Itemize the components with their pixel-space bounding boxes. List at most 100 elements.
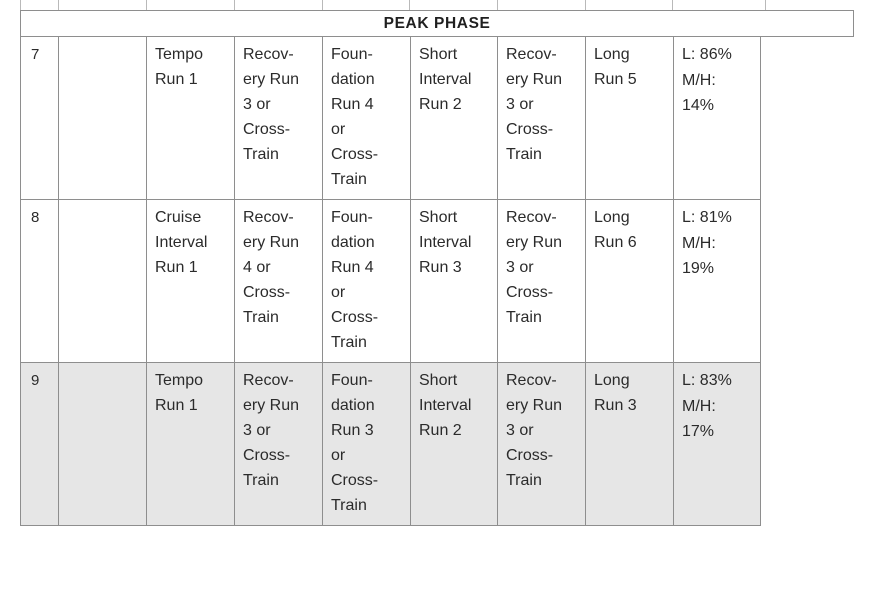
intensity-text: M/H: [682,235,716,252]
workout-text: dation [331,397,375,414]
workout-text: Recov- [506,209,557,226]
workout-text: Train [243,472,279,489]
workout-text: Cross- [243,284,291,301]
workout-text: or [331,447,346,464]
day-cell: Recov-ery Run 3 or Cross- Train [234,362,323,526]
day-cell: Long Run 6 [585,199,674,363]
workout-text: Train [506,146,542,163]
workout-text: Train [243,146,279,163]
workout-text: ery Run [243,71,300,88]
week-number: 9 [20,362,59,526]
workout-text: Train [243,309,279,326]
workout-text: Interval [419,71,472,88]
workout-text: ery Run [243,234,300,251]
previous-row-borders [20,0,766,10]
workout-text: or [331,284,346,301]
workout-text: Interval [155,234,208,251]
workout-text: Run 4 [331,259,374,276]
workout-text: Recov- [243,46,294,63]
day-cell: Foun-dation Run 4 or Cross- Train [322,199,411,363]
table-row: 8 Cruise Interval Run 1 Recov-ery Run 4 or Cro… [20,199,854,363]
workout-text: Train [506,472,542,489]
day-cell: Recov-ery Run 3 or Cross- Train [497,199,586,363]
workout-text: Run 3 [419,259,462,276]
workout-text: Run 1 [155,397,198,414]
workout-text: Run 1 [155,259,198,276]
workout-text: Cross- [506,284,554,301]
day-cell: Short Interval Run 3 [410,199,498,363]
workout-text: Recov- [506,372,557,389]
workout-text: Interval [419,397,472,414]
workout-text: Run 2 [419,422,462,439]
workout-text: Run 3 [594,397,637,414]
day-cell: Tempo Run 1 [146,362,235,526]
workout-text: ery Run [243,397,300,414]
workout-text: Recov- [243,372,294,389]
intensity-cell: L: 81% M/H: 19% [673,199,761,363]
workout-text: Short [419,209,458,226]
week-number: 7 [20,36,59,200]
intensity-text: M/H: [682,398,716,415]
day-cell [58,362,147,526]
workout-text: Cross- [331,309,379,326]
table-row: 9 Tempo Run 1 Recov-ery Run 3 or Cross- Train F… [20,362,854,526]
day-cell [58,36,147,200]
day-cell: Foun-dation Run 4 or Cross- Train [322,36,411,200]
day-cell [58,199,147,363]
phase-header-row: PEAK PHASE [19,10,855,37]
week-number-text: 8 [31,209,40,226]
workout-text: Long [594,209,630,226]
intensity-text: L: 86% [682,46,732,63]
workout-text: Run 6 [594,234,637,251]
workout-text: 3 or [506,96,534,113]
workout-text: Long [594,372,630,389]
workout-text: Run 1 [155,71,198,88]
day-cell: Recov-ery Run 3 or Cross- Train [234,36,323,200]
intensity-text: M/H: [682,72,716,89]
workout-text: Cross- [506,447,554,464]
day-cell: Recov-ery Run 3 or Cross- Train [497,362,586,526]
day-cell: Recov-ery Run 3 or Cross- Train [497,36,586,200]
table-row: 7 Tempo Run 1 Recov-ery Run 3 or Cross- Train F… [20,36,854,200]
workout-text: dation [331,71,375,88]
workout-text: 3 or [506,422,534,439]
workout-text: Cross- [331,472,379,489]
intensity-cell: L: 86% M/H: 14% [673,36,761,200]
workout-text: dation [331,234,375,251]
intensity-text: 19% [682,260,715,277]
workout-text: Cross- [331,146,379,163]
workout-text: 3 or [506,259,534,276]
workout-text: Cross- [243,121,291,138]
workout-text: Train [331,334,367,351]
workout-text: Train [331,497,367,514]
day-cell: Cruise Interval Run 1 [146,199,235,363]
intensity-text: 17% [682,423,715,440]
workout-text: Cruise [155,209,202,226]
workout-text: Recov- [243,209,294,226]
day-cell: Long Run 3 [585,362,674,526]
day-cell: Short Interval Run 2 [410,36,498,200]
workout-text: 3 or [243,422,271,439]
training-plan-page: PEAK PHASE 7 Tempo Run 1 Recov-ery Run 3 or C… [19,0,855,532]
workout-text: or [331,121,346,138]
workout-text: Cross- [506,121,554,138]
week-number-text: 9 [31,372,40,389]
workout-text: Tempo [155,372,204,389]
day-cell: Long Run 5 [585,36,674,200]
intensity-text: 14% [682,97,715,114]
week-rows: 7 Tempo Run 1 Recov-ery Run 3 or Cross- Train F… [20,36,854,526]
workout-text: Train [506,309,542,326]
week-number: 8 [20,199,59,363]
workout-text: 3 or [243,96,271,113]
workout-text: ery Run [506,234,563,251]
day-cell: Tempo Run 1 [146,36,235,200]
day-cell: Short Interval Run 2 [410,362,498,526]
workout-text: ery Run [506,71,563,88]
workout-text: Short [419,46,458,63]
workout-text: Cross- [243,447,291,464]
training-schedule-table: PEAK PHASE 7 Tempo Run 1 Recov-ery Run 3 or C… [19,10,855,526]
week-number-text: 7 [31,46,40,63]
intensity-cell: L: 83% M/H: 17% [673,362,761,526]
workout-text: Run 3 [331,422,374,439]
workout-text: Run 4 [331,96,374,113]
